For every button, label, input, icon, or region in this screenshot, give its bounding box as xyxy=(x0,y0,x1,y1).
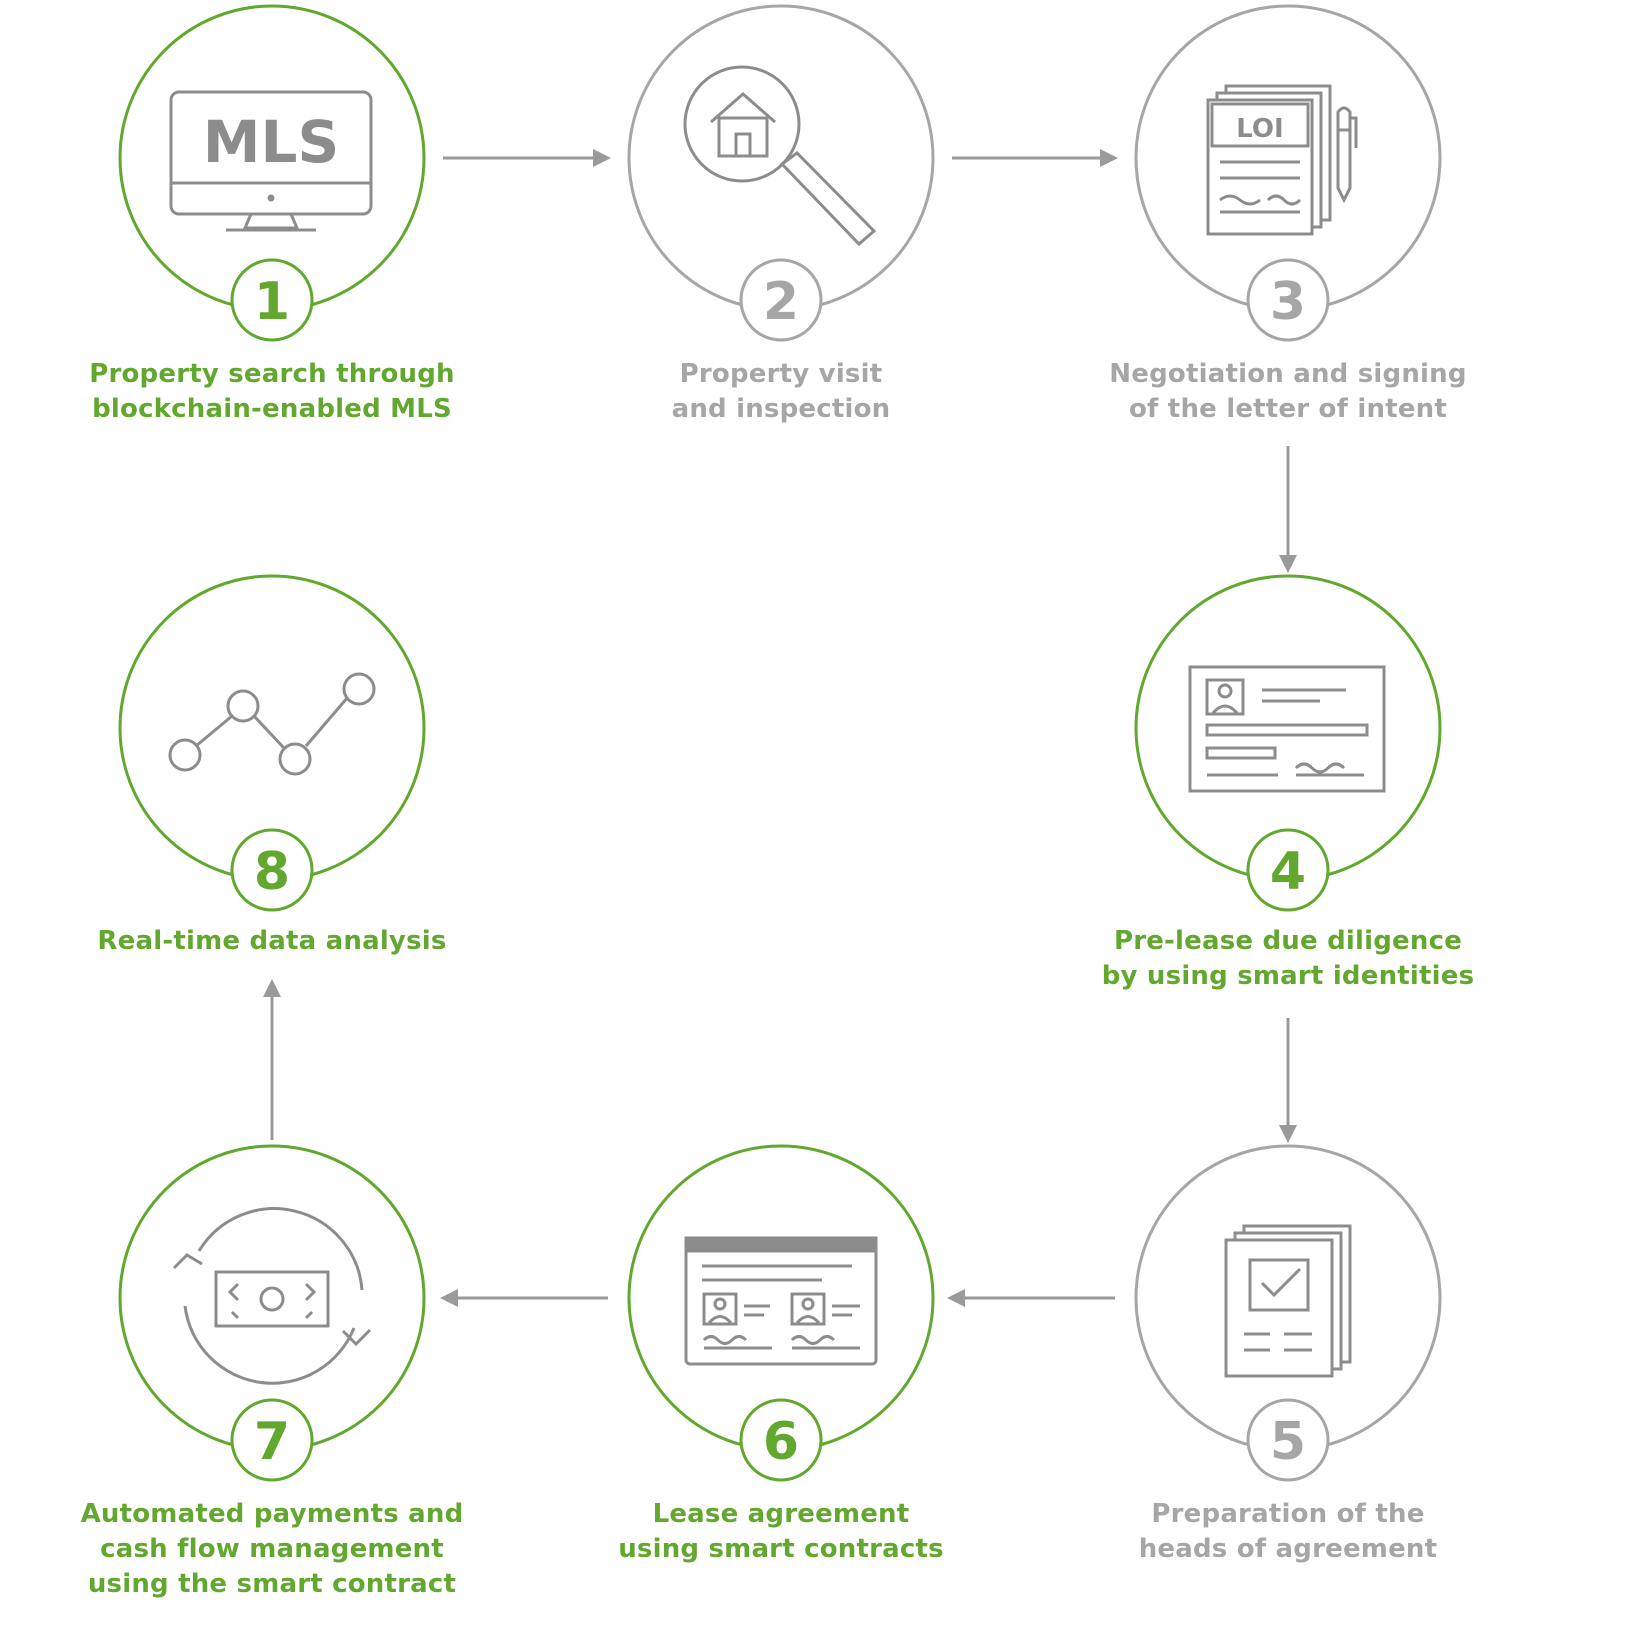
step-3-number-circle xyxy=(1246,258,1330,342)
step-1: 1 MLS xyxy=(118,4,426,342)
step-8-number: 8 xyxy=(254,842,290,902)
step-4-number: 4 xyxy=(1270,842,1306,902)
step-6-number-circle xyxy=(739,1398,823,1482)
step-1-label: Property search through blockchain-enabl… xyxy=(42,357,502,427)
step-3-number: 3 xyxy=(1270,272,1306,332)
cash-cycle-icon xyxy=(172,1207,372,1385)
step-4-label: Pre-lease due diligence by using smart i… xyxy=(1058,924,1518,994)
step-5-label: Preparation of the heads of agreement xyxy=(1058,1497,1518,1567)
mls-monitor-text: MLS xyxy=(203,108,339,176)
step-5: 5 xyxy=(1134,1144,1442,1482)
step-2-label-line-2: and inspection xyxy=(671,394,891,424)
loi-document-text: LOI xyxy=(1236,114,1283,144)
loi-document-pen-icon: LOI xyxy=(1206,84,1358,236)
step-1-label-line-1: Property search through xyxy=(89,359,455,389)
step-5-label-line-1: Preparation of the xyxy=(1151,1499,1425,1529)
step-8-number-circle xyxy=(230,828,314,912)
step-2-number-circle xyxy=(739,258,823,342)
step-3-label: Negotiation and signing of the letter of… xyxy=(1058,357,1518,427)
step-2-label: Property visit and inspection xyxy=(551,357,1011,427)
step-3-label-line-1: Negotiation and signing xyxy=(1109,359,1467,389)
step-3-label-line-2: of the letter of intent xyxy=(1128,394,1447,424)
step-2-label-line-1: Property visit xyxy=(679,359,883,389)
step-5-number: 5 xyxy=(1270,1412,1306,1472)
step-3: 3 LOI xyxy=(1134,4,1442,342)
step-7-number-circle xyxy=(230,1398,314,1482)
step-8-label-line-1: Real-time data analysis xyxy=(97,926,447,956)
flow-arrows xyxy=(263,149,1297,1307)
step-4-label-line-2: by using smart identities xyxy=(1101,961,1475,991)
contract-window-icon xyxy=(684,1236,878,1366)
step-2-number: 2 xyxy=(763,272,799,332)
step-7-label: Automated payments and cash flow managem… xyxy=(42,1497,502,1602)
step-7: 7 xyxy=(118,1144,426,1482)
step-8: 8 xyxy=(118,574,426,912)
step-4-number-circle xyxy=(1246,828,1330,912)
step-6-label-line-2: using smart contracts xyxy=(618,1534,944,1564)
step-7-label-line-3: using the smart contract xyxy=(87,1569,457,1599)
step-5-number-circle xyxy=(1246,1398,1330,1482)
step-4: 4 xyxy=(1134,574,1442,912)
step-5-label-line-2: heads of agreement xyxy=(1138,1534,1438,1564)
step-1-label-line-2: blockchain-enabled MLS xyxy=(92,394,452,424)
mls-monitor-icon: MLS xyxy=(169,90,373,232)
step-7-label-line-2: cash flow management xyxy=(100,1534,444,1564)
line-chart-icon xyxy=(168,672,376,776)
step-1-number-circle xyxy=(230,258,314,342)
checked-documents-icon xyxy=(1224,1224,1352,1378)
step-7-number: 7 xyxy=(254,1412,290,1472)
step-6: 6 xyxy=(627,1144,935,1482)
step-6-label: Lease agreement using smart contracts xyxy=(551,1497,1011,1567)
step-4-label-line-1: Pre-lease due diligence xyxy=(1113,926,1463,956)
step-6-number: 6 xyxy=(763,1412,799,1472)
step-2: 2 xyxy=(627,4,935,342)
step-8-label: Real-time data analysis xyxy=(42,924,502,959)
step-1-number: 1 xyxy=(254,272,290,332)
id-card-icon xyxy=(1188,665,1386,793)
step-7-label-line-1: Automated payments and xyxy=(80,1499,464,1529)
house-magnifier-icon xyxy=(683,65,877,247)
step-6-label-line-1: Lease agreement xyxy=(652,1499,910,1529)
